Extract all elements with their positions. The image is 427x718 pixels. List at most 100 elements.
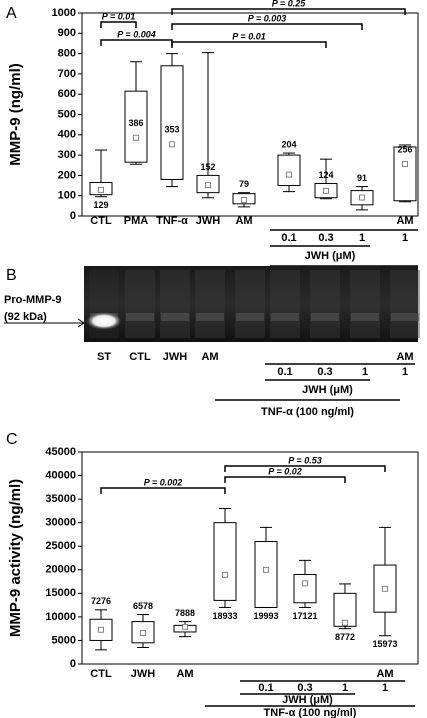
box [277,154,301,187]
panel-letter: A [6,5,17,22]
significance-bracket [100,39,173,46]
mean-marker [222,571,228,578]
mean-marker [342,619,348,626]
mean-label: 353 [164,125,179,135]
x-tick-label: CTL [90,668,112,680]
x-tick-label: AM [235,215,252,227]
y-tick-label: 400 [58,129,76,141]
x-tick-label: PMA [124,215,149,227]
p-value: P = 0.01 [232,31,265,41]
y-tick-label: 900 [58,27,76,39]
p-value: P = 0.004 [117,29,155,39]
dose-label: 0.1 [258,682,273,694]
y-tick-label: 20000 [45,564,76,576]
mean-marker [182,623,188,630]
p-value: P = 0.01 [102,11,135,21]
treatment-title: TNF-α (100 ng/ml) [261,406,354,418]
y-tick-label: 100 [58,190,76,202]
mean-marker [286,171,292,178]
mean-label: 8772 [335,632,355,642]
gel-lane [270,270,300,338]
gel-lane [390,270,420,338]
mean-marker [169,141,175,148]
y-tick-label: 40000 [45,469,76,481]
y-tick-label: 0 [70,658,76,670]
mean-marker [140,630,146,636]
box [293,573,317,604]
y-tick-label: 5000 [52,634,76,646]
mean-marker [402,161,408,167]
dose-label: 1 [402,366,408,378]
gel-band [236,313,264,321]
x-tick-label: AM [201,351,218,363]
gel-band [271,313,299,321]
gel-band [126,313,154,321]
gel-lane [160,270,190,338]
dose-title: JWH (μM) [302,384,353,396]
significance-bracket [171,8,406,15]
marker-label: (92 kDa) [4,311,47,323]
mean-label: 256 [397,144,412,154]
gel-band [391,313,419,321]
y-tick-label: 35000 [45,493,76,505]
mean-label: 204 [281,139,296,149]
y-tick-label: 30000 [45,517,76,529]
mean-label: 7276 [91,596,111,606]
x-tick-label: JWH [163,351,188,363]
box [254,541,278,608]
gel-band [196,313,224,321]
significance-bracket [100,487,226,494]
gel-image [84,266,418,342]
mean-marker [241,197,247,203]
y-tick-label: 45000 [45,446,76,458]
dose-label: 0.1 [281,232,296,244]
p-value: P = 0.53 [288,455,321,465]
x-tick-label: CTL [90,215,112,227]
y-tick-label: 1000 [52,7,76,19]
mean-label: 124 [318,170,333,180]
mean-marker [323,187,329,194]
mean-marker [382,585,388,592]
dose-label: 1 [362,366,368,378]
y-axis-title: MMP-9 activity (ng/ml) [7,479,24,637]
y-tick-label: 0 [70,210,76,222]
x-tick-label: AM [176,668,193,680]
x-tick-label: JWH [131,668,156,680]
mean-marker [98,626,104,633]
mean-marker [263,566,269,573]
significance-bracket [171,23,363,30]
gel-band-bright [86,312,122,330]
y-tick-label: 500 [58,108,76,120]
y-tick-label: 200 [58,169,76,181]
gel-lane [310,270,340,338]
gel-band [161,313,189,321]
box [333,592,357,627]
dose-label: 1 [359,232,365,244]
significance-bracket [224,476,346,483]
y-axis-title: MMP-9 (ng/ml) [7,63,24,166]
mean-label: 152 [200,162,215,172]
mean-label: 6578 [133,601,153,611]
gel-lane [350,270,380,338]
gel-band [311,313,339,321]
x-tick-label: JWH [196,215,221,227]
dose-label: 1 [402,232,408,244]
dose-title: JWH (μM) [282,694,333,706]
p-value: P = 0.003 [248,13,286,23]
x-tick-label: AM [376,668,393,680]
panel-letter: B [6,267,17,284]
y-tick-label: 300 [58,149,76,161]
dose-label: 0.3 [318,232,333,244]
marker-label: Pro-MMP-9 [4,294,61,306]
dose-label: 0.3 [297,682,312,694]
significance-bracket [224,465,386,472]
y-tick-label: 25000 [45,540,76,552]
x-tick-label: AM [396,351,413,363]
p-value: P = 0.25 [272,0,306,8]
gel-lane [235,270,265,338]
dose-label: 1 [382,682,388,694]
significance-bracket [171,41,327,48]
mean-marker [302,580,308,587]
dose-title: JWH (μM) [305,250,356,262]
